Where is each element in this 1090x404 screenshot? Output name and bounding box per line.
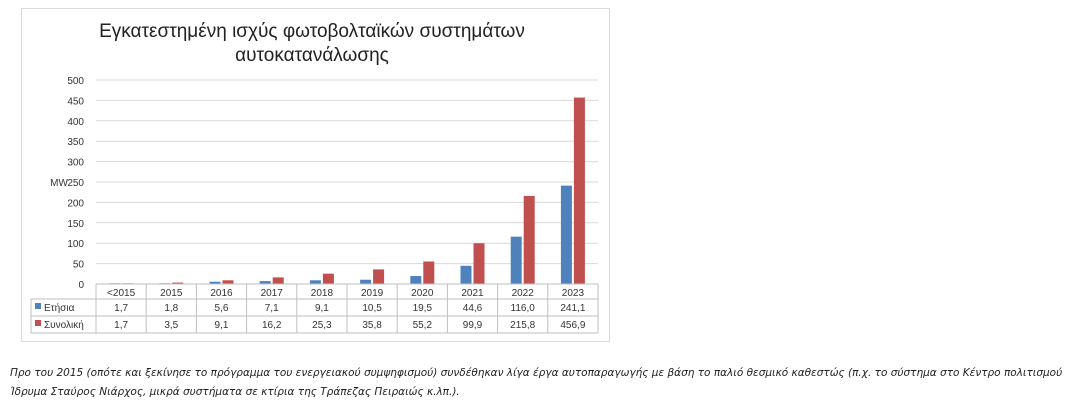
y-tick-label: 400 <box>67 117 84 128</box>
x-tick-label: 2015 <box>160 288 183 299</box>
bar-cumulative <box>473 243 485 284</box>
y-axis-label: MW <box>50 178 68 189</box>
x-tick-label: 2018 <box>311 288 334 299</box>
data-table-value: 55,2 <box>413 320 433 331</box>
data-table-value: 5,6 <box>215 303 229 314</box>
data-table-value: 1,8 <box>164 303 178 314</box>
y-tick-label: 450 <box>67 96 84 107</box>
bar-cumulative <box>573 97 585 284</box>
data-table-value: 1,7 <box>114 320 128 331</box>
bar-annual <box>209 281 221 284</box>
bar-annual <box>510 236 522 284</box>
bar-annual <box>360 279 372 284</box>
x-tick-label: 2023 <box>562 288 585 299</box>
bar-annual <box>560 185 572 284</box>
bar-cumulative <box>373 269 385 284</box>
legend-label: Συνολική <box>44 319 84 331</box>
y-tick-label: 50 <box>73 260 85 271</box>
chart-frame: Εγκατεστημένη ισχύς φωτοβολταϊκών συστημ… <box>21 8 610 342</box>
bar-annual <box>259 281 271 284</box>
x-tick-label: 2016 <box>210 288 233 299</box>
y-tick-label: 150 <box>67 219 84 230</box>
data-table-value: 25,3 <box>312 320 332 331</box>
data-table-value: 241,1 <box>560 303 585 314</box>
bar-cumulative <box>272 277 284 284</box>
y-tick-label: 300 <box>67 158 84 169</box>
bar-annual <box>410 276 422 284</box>
data-table-value: 19,5 <box>413 303 433 314</box>
data-table-value: 35,8 <box>362 320 382 331</box>
legend-label: Ετήσια <box>44 302 75 314</box>
y-tick-label: 100 <box>67 239 84 250</box>
bar-annual <box>309 280 321 284</box>
x-tick-label: 2020 <box>411 288 434 299</box>
data-table-value: 16,2 <box>262 320 282 331</box>
legend-key-1 <box>35 320 41 326</box>
y-tick-label: 500 <box>67 76 84 87</box>
data-table-value: 215,8 <box>510 320 535 331</box>
x-tick-label: 2019 <box>361 288 384 299</box>
data-table-value: 3,5 <box>164 320 178 331</box>
x-tick-label: 2022 <box>512 288 535 299</box>
x-tick-label: <2015 <box>107 288 136 299</box>
data-table-value: 7,1 <box>265 303 279 314</box>
bar-cumulative <box>322 273 334 284</box>
data-table-value: 1,7 <box>114 303 128 314</box>
y-tick-label: 350 <box>67 137 84 148</box>
data-table-value: 99,9 <box>463 320 483 331</box>
x-tick-label: 2017 <box>261 288 284 299</box>
bar-cumulative <box>423 261 435 284</box>
bar-cumulative <box>172 282 184 284</box>
y-tick-label: 200 <box>67 198 84 209</box>
bar-chart: Εγκατεστημένη ισχύς φωτοβολταϊκών συστημ… <box>30 21 599 334</box>
footnote: Προ του 2015 (οπότε και ξεκίνησε το πρόγ… <box>10 367 1063 398</box>
chart-title-line: αυτοκατανάλωσης <box>235 45 389 66</box>
chart-title-line: Εγκατεστημένη ισχύς φωτοβολταϊκών συστημ… <box>99 21 525 42</box>
bar-annual <box>460 265 472 284</box>
data-table-value: 44,6 <box>463 303 483 314</box>
x-tick-label: 2021 <box>461 288 484 299</box>
data-table-value: 116,0 <box>511 303 536 314</box>
data-table-value: 10,5 <box>362 303 382 314</box>
y-tick-label: 250 <box>67 178 84 189</box>
data-table-value: 9,1 <box>315 303 329 314</box>
data-table-value: 9,1 <box>215 320 229 331</box>
data-table-value: 456,9 <box>560 320 585 331</box>
y-tick-label: 0 <box>78 280 84 291</box>
bar-cumulative <box>523 195 535 284</box>
legend-key-0 <box>35 303 41 309</box>
bar-cumulative <box>222 280 234 284</box>
